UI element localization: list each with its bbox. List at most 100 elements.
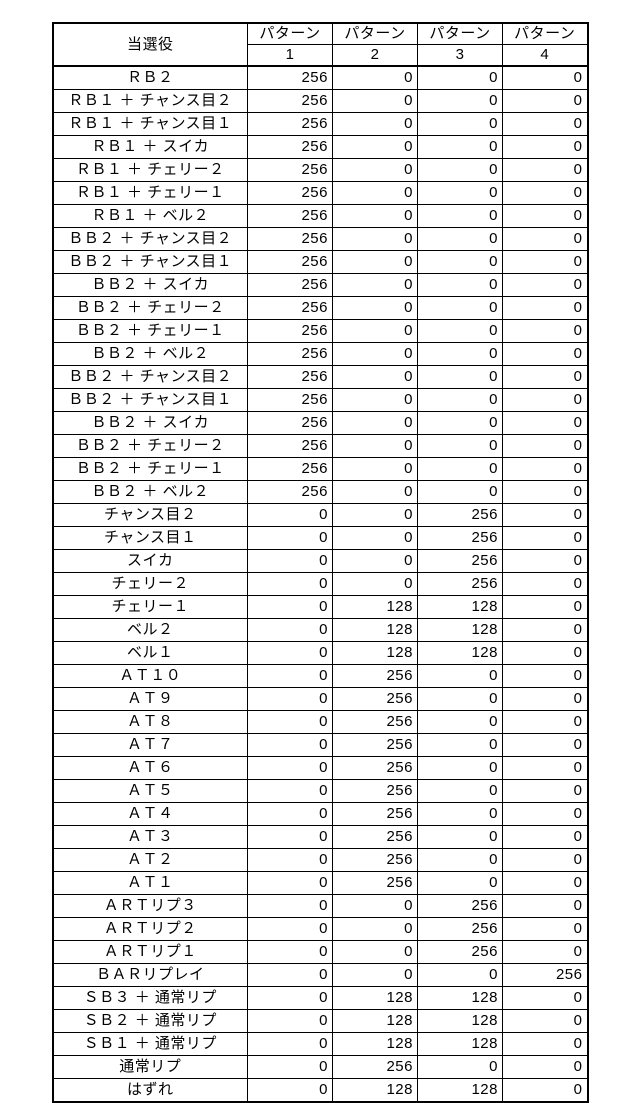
row-value: 0: [418, 228, 503, 251]
row-value: 128: [333, 1079, 418, 1103]
table-row: ＲＢ１ ＋ チャンス目２256000: [53, 90, 588, 113]
row-value: 0: [418, 343, 503, 366]
row-value: 0: [333, 573, 418, 596]
row-value: 256: [248, 320, 333, 343]
table-row: ＡＴ６025600: [53, 757, 588, 780]
row-label: ＢＢ２ ＋ チャンス目１: [53, 389, 248, 412]
row-label: ＢＢ２ ＋ チェリー２: [53, 297, 248, 320]
row-value: 0: [503, 527, 588, 550]
row-value: 0: [248, 688, 333, 711]
row-value: 0: [333, 205, 418, 228]
row-value: 0: [503, 711, 588, 734]
row-value: 256: [418, 550, 503, 573]
row-value: 0: [418, 182, 503, 205]
row-value: 0: [503, 826, 588, 849]
row-label: ベル１: [53, 642, 248, 665]
row-value: 0: [503, 182, 588, 205]
row-value: 256: [418, 895, 503, 918]
row-value: 0: [503, 665, 588, 688]
row-value: 256: [333, 665, 418, 688]
row-label: ＲＢ１ ＋ チャンス目１: [53, 113, 248, 136]
table-row: ＡＴ４025600: [53, 803, 588, 826]
row-value: 0: [248, 849, 333, 872]
table-row: 通常リプ025600: [53, 1056, 588, 1079]
row-value: 0: [333, 274, 418, 297]
row-value: 0: [503, 297, 588, 320]
row-value: 256: [248, 481, 333, 504]
row-value: 0: [418, 251, 503, 274]
row-value: 0: [248, 757, 333, 780]
row-value: 0: [503, 941, 588, 964]
table-row: ＡＴ５025600: [53, 780, 588, 803]
row-value: 256: [248, 274, 333, 297]
row-value: 0: [418, 688, 503, 711]
row-value: 0: [333, 251, 418, 274]
row-value: 256: [248, 66, 333, 90]
row-label: ＡＴ４: [53, 803, 248, 826]
row-value: 0: [418, 849, 503, 872]
row-value: 0: [333, 527, 418, 550]
table-row: ＡＴ９025600: [53, 688, 588, 711]
row-value: 0: [503, 895, 588, 918]
row-value: 0: [503, 90, 588, 113]
row-label: チャンス目１: [53, 527, 248, 550]
row-label: ＡＴ６: [53, 757, 248, 780]
row-value: 0: [418, 205, 503, 228]
table-row: ＡＴ２025600: [53, 849, 588, 872]
row-value: 0: [503, 205, 588, 228]
row-value: 256: [333, 780, 418, 803]
row-value: 0: [418, 964, 503, 987]
row-value: 0: [248, 527, 333, 550]
table-row: ＢＢ２ ＋ チャンス目１256000: [53, 251, 588, 274]
table-row: チャンス目１002560: [53, 527, 588, 550]
table-row: ＡＴ１０025600: [53, 665, 588, 688]
row-value: 0: [333, 941, 418, 964]
row-label: ＢＢ２ ＋ チャンス目１: [53, 251, 248, 274]
row-value: 0: [418, 458, 503, 481]
row-value: 0: [333, 182, 418, 205]
row-value: 0: [418, 297, 503, 320]
row-value: 0: [503, 435, 588, 458]
row-value: 128: [418, 642, 503, 665]
row-value: 0: [503, 987, 588, 1010]
row-value: 0: [503, 1079, 588, 1103]
header-pattern-3-top: パターン: [418, 23, 503, 45]
row-value: 0: [248, 872, 333, 895]
table-row: ＳＢ１ ＋ 通常リプ01281280: [53, 1033, 588, 1056]
table-row: ＢＢ２ ＋ スイカ256000: [53, 274, 588, 297]
row-value: 0: [418, 66, 503, 90]
table-row: ＡＲＴリプ１002560: [53, 941, 588, 964]
row-label: ＲＢ２: [53, 66, 248, 90]
row-value: 0: [418, 320, 503, 343]
row-label: ＳＢ３ ＋ 通常リプ: [53, 987, 248, 1010]
table-row: ＡＲＴリプ３002560: [53, 895, 588, 918]
row-value: 0: [248, 1056, 333, 1079]
row-value: 0: [248, 1010, 333, 1033]
header-pattern-4-num: 4: [503, 45, 588, 67]
row-value: 0: [333, 66, 418, 90]
row-value: 128: [333, 642, 418, 665]
row-label: 通常リプ: [53, 1056, 248, 1079]
row-value: 256: [248, 159, 333, 182]
row-label: ＡＲＴリプ３: [53, 895, 248, 918]
row-value: 0: [503, 389, 588, 412]
row-label: スイカ: [53, 550, 248, 573]
row-label: ベル２: [53, 619, 248, 642]
row-label: ＢＢ２ ＋ チェリー２: [53, 435, 248, 458]
row-value: 0: [248, 573, 333, 596]
row-value: 0: [333, 964, 418, 987]
row-value: 0: [503, 136, 588, 159]
header-pattern-1-num: 1: [248, 45, 333, 67]
row-value: 0: [333, 550, 418, 573]
row-value: 128: [418, 619, 503, 642]
row-value: 256: [418, 941, 503, 964]
row-value: 0: [503, 573, 588, 596]
row-label: チャンス目２: [53, 504, 248, 527]
row-label: ＲＢ１ ＋ スイカ: [53, 136, 248, 159]
row-value: 0: [503, 113, 588, 136]
table-row: ＡＲＴリプ２002560: [53, 918, 588, 941]
row-value: 0: [503, 251, 588, 274]
table-row: チェリー２002560: [53, 573, 588, 596]
row-label: ＡＲＴリプ２: [53, 918, 248, 941]
table-row: ＢＢ２ ＋ チェリー１256000: [53, 320, 588, 343]
